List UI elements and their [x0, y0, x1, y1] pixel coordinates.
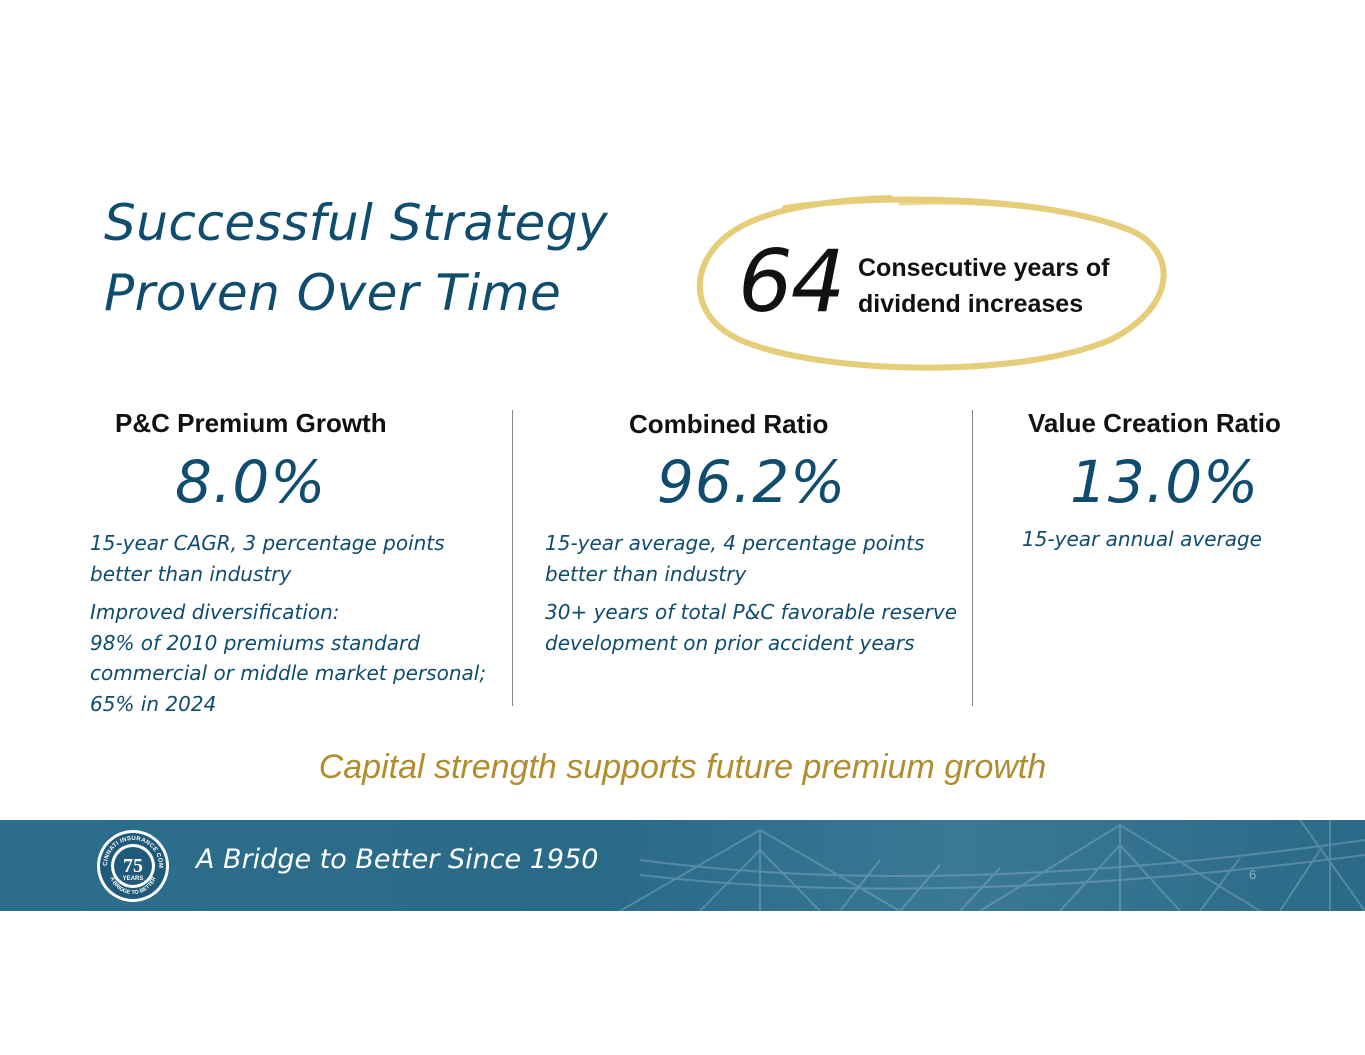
- dividend-callout-line-1: Consecutive years of: [858, 254, 1110, 282]
- 75-years-seal-icon: THE CINCINNATI INSURANCE COMPANIES A BRI…: [95, 828, 169, 902]
- metric-value: 8.0%: [175, 448, 327, 516]
- metric-heading: Combined Ratio: [629, 409, 829, 439]
- metric-note: commercial or middle market personal;: [90, 661, 487, 685]
- bridge-background-icon: [619, 820, 1365, 911]
- dividend-callout-line-2: dividend increases: [858, 290, 1084, 318]
- dividend-callout-text: Consecutive years of dividend increases: [858, 250, 1110, 322]
- metric-heading: P&C Premium Growth: [115, 408, 387, 438]
- metric-note: Improved diversification:: [90, 600, 340, 624]
- metric-note: 15-year average, 4 percentage points: [545, 531, 925, 555]
- metric-note: 15-year CAGR, 3 percentage points: [90, 531, 445, 555]
- page-number: 6: [1249, 867, 1257, 882]
- metric-heading: Value Creation Ratio: [1028, 408, 1281, 438]
- metric-note: better than industry: [545, 561, 747, 586]
- metric-notes: 15-year annual average: [1022, 524, 1262, 555]
- metric-note: development on prior accident years: [545, 630, 915, 655]
- footer-band: THE CINCINNATI INSURANCE COMPANIES A BRI…: [0, 820, 1365, 911]
- dividend-callout: 64 Consecutive years of dividend increas…: [690, 190, 1170, 375]
- metric-value: 96.2%: [657, 448, 847, 516]
- column-divider: [512, 410, 513, 706]
- tagline: Capital strength supports future premium…: [318, 748, 1047, 786]
- seal-number: 75: [123, 855, 143, 877]
- seal-word: YEARS: [123, 876, 144, 882]
- slide-title-line-2: Proven Over Time: [104, 264, 562, 322]
- metric-notes: 15-year CAGR, 3 percentage points better…: [90, 528, 486, 719]
- footer-slogan: A Bridge to Better Since 1950: [196, 844, 599, 875]
- metric-note: 30+ years of total P&C favorable reserve: [545, 600, 958, 624]
- metric-note: 65% in 2024: [90, 691, 217, 716]
- metric-note: better than industry: [90, 561, 292, 586]
- metric-note: 15-year annual average: [1022, 527, 1262, 551]
- metric-value: 13.0%: [1070, 448, 1260, 516]
- slide-title: Successful Strategy Proven Over Time: [104, 188, 608, 328]
- column-divider: [972, 410, 973, 706]
- metric-note: 98% of 2010 premiums standard: [90, 630, 420, 655]
- slide-title-line-1: Successful Strategy: [104, 194, 609, 252]
- hand-drawn-ellipse-icon: [696, 195, 1167, 371]
- dividend-years-number: 64: [738, 232, 845, 332]
- metric-notes: 15-year average, 4 percentage points bet…: [545, 528, 957, 658]
